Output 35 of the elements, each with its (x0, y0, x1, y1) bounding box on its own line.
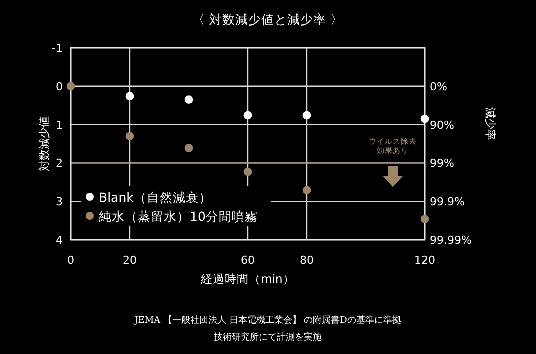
y-tick-label: 0 (56, 80, 63, 94)
chart-title: 〈 対数減少値と減少率 〉 (192, 12, 344, 27)
point (184, 144, 194, 152)
y-tick-label: 4 (56, 234, 63, 247)
x-tick-label: 120 (414, 254, 436, 267)
y-tick-label: 1 (56, 118, 63, 132)
x-tick-label: 20 (123, 254, 137, 267)
category-label: 99.99% (430, 234, 472, 247)
point (244, 111, 252, 120)
y-tick-label: 2 (56, 157, 63, 170)
category-label: 0% (430, 80, 448, 94)
legend-label: 純水（蒸留水）10分間噴霧 (99, 209, 258, 224)
y-axis-title: 対数減少値 (38, 116, 51, 172)
point (420, 215, 430, 224)
x-tick-label: 0 (68, 254, 74, 267)
legend-label: Blank（自然減衰） (99, 190, 212, 205)
x-axis-title: 経過時間（min） (200, 272, 295, 286)
point (126, 92, 134, 101)
y-tick-label: -1 (52, 42, 63, 55)
x-tick-label: 60 (241, 254, 255, 267)
point (420, 114, 430, 124)
category-label: 99.9% (430, 196, 465, 209)
point (126, 132, 134, 141)
point (244, 168, 252, 176)
category-label: 90% (430, 118, 454, 132)
y2-axis-title: 減少率 (484, 108, 497, 140)
point (184, 96, 194, 104)
text: 技術研究所にて計測を実施 (213, 332, 322, 343)
point (302, 111, 312, 120)
point (66, 82, 76, 91)
text: JEMA 【一般社団法人 日本電機工業会】 の附属書Dの基準に準拠 (134, 315, 402, 326)
category-label: 99% (430, 157, 454, 170)
y-tick-label: 3 (56, 196, 63, 209)
point (302, 186, 312, 195)
x-tick-label: 80 (300, 254, 314, 267)
